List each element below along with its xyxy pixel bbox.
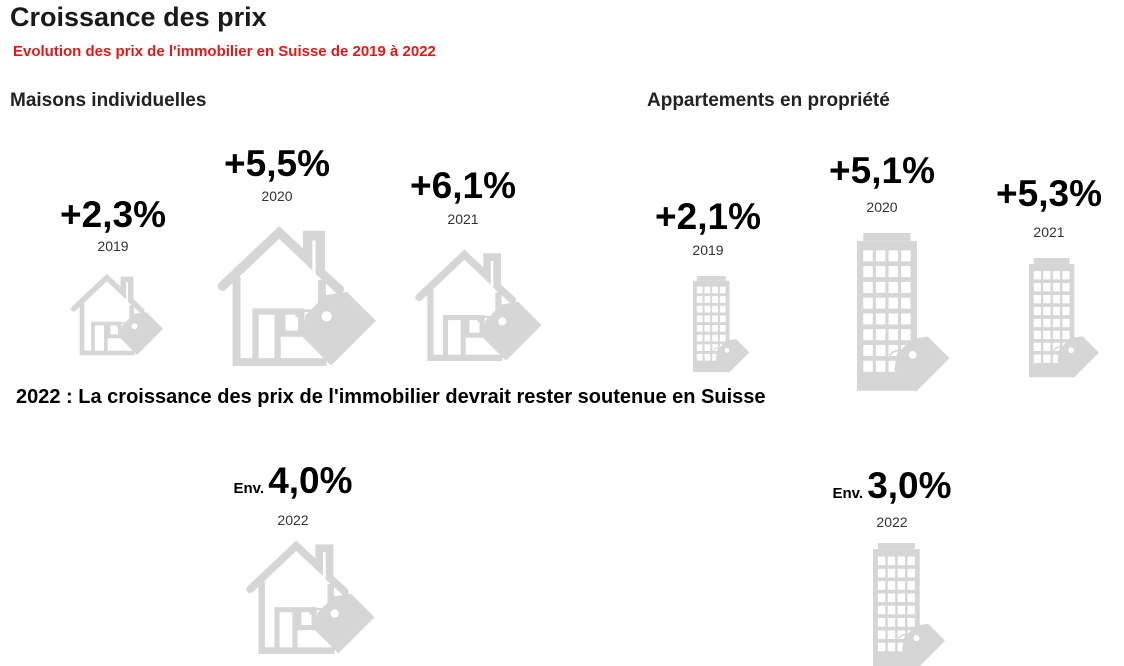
forecast-year-label-1: 2022	[876, 514, 908, 530]
house-value-label-2021: +6,1%	[410, 165, 516, 206]
houses-panel-title: Maisons individuelles	[10, 90, 207, 111]
apartment-year-label-2021: 2021	[1033, 224, 1065, 240]
apartment-value-label-2020: +5,1%	[829, 150, 935, 191]
house-year-label-2019: 2019	[97, 238, 129, 254]
forecast-apartment-building-price-tag-icon	[873, 543, 946, 666]
forecast-value-label: 3,0%	[867, 465, 952, 506]
forecast-value-0: Env. 4,0%	[233, 462, 352, 499]
chart-subtitle: Evolution des prix de l'immobilier en Su…	[13, 43, 436, 60]
apartment-building-price-tag-icon-2021	[1029, 258, 1099, 378]
apartments-panel-title: Appartements en propriété	[647, 90, 890, 111]
forecast-value-1: Env. 3,0%	[832, 467, 951, 504]
forecast-house-price-tag-icon	[246, 540, 375, 654]
house-price-tag-icon-2019	[70, 273, 164, 356]
apartment-year-label-2019: 2019	[692, 242, 724, 258]
house-price-tag-icon-2020	[217, 225, 376, 366]
forecast-value-label: 4,0%	[268, 460, 353, 501]
house-year-label-2020: 2020	[261, 188, 293, 204]
forecast-prefix-label: Env.	[233, 480, 269, 497]
forecast-title: 2022 : La croissance des prix de l'immob…	[16, 386, 766, 408]
apartment-value-label-2021: +5,3%	[996, 173, 1102, 214]
chart-title: Croissance des prix	[10, 2, 267, 32]
forecast-year-label-0: 2022	[277, 512, 309, 528]
apartment-building-price-tag-icon-2020	[857, 233, 950, 392]
apartment-year-label-2020: 2020	[866, 199, 898, 215]
house-value-label-2020: +5,5%	[224, 143, 330, 184]
house-value-label-2019: +2,3%	[60, 194, 166, 235]
house-year-label-2021: 2021	[447, 211, 479, 227]
house-price-tag-icon-2021	[415, 249, 542, 362]
apartment-building-price-tag-icon-2019	[693, 276, 750, 373]
apartment-value-label-2019: +2,1%	[655, 196, 761, 237]
forecast-prefix-label: Env.	[832, 485, 868, 502]
